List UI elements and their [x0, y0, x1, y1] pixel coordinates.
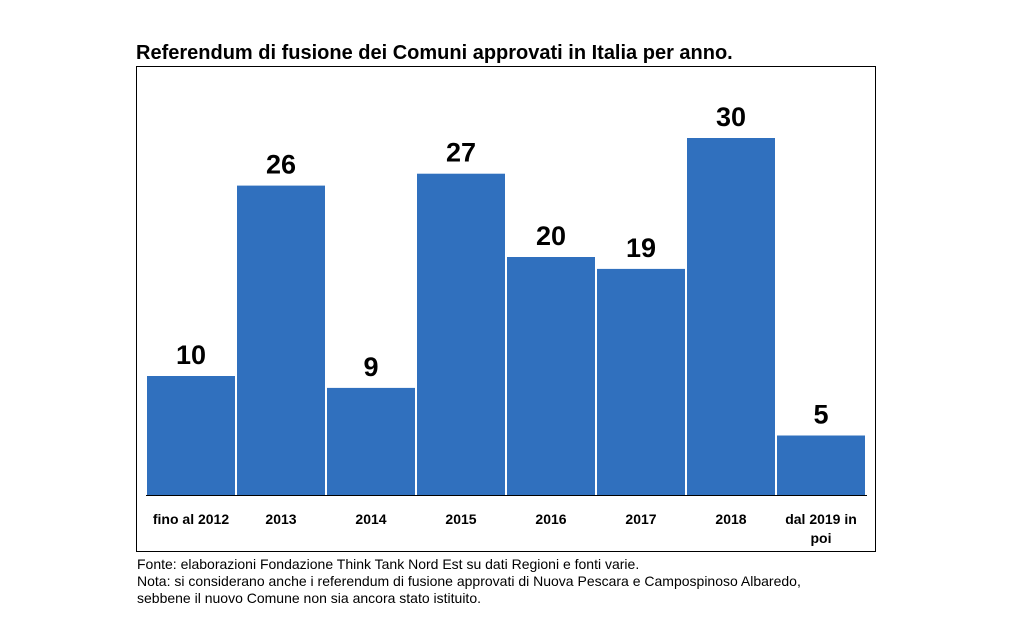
data-label-7: 5	[813, 400, 828, 430]
footnotes: Fonte: elaborazioni Fondazione Think Tan…	[137, 556, 801, 607]
bar-6	[687, 138, 775, 495]
data-label-3: 27	[446, 138, 476, 168]
bar-2	[327, 387, 415, 495]
bar-0	[147, 376, 235, 495]
data-label-0: 10	[176, 340, 206, 370]
bar-5	[597, 268, 685, 495]
category-label-6: 2018	[715, 511, 746, 527]
note-line-1: Nota: si considerano anche i referendum …	[137, 573, 801, 589]
bar-7	[777, 435, 865, 495]
category-label-1: 2013	[265, 511, 296, 527]
data-label-2: 9	[363, 352, 378, 382]
note-line-2: sebbene il nuovo Comune non sia ancora s…	[137, 590, 481, 606]
category-label-3: 2015	[445, 511, 476, 527]
data-label-1: 26	[266, 150, 296, 180]
data-label-6: 30	[716, 102, 746, 132]
bar-3	[417, 173, 505, 495]
data-label-5: 19	[626, 233, 656, 263]
category-label-0: fino al 2012	[153, 511, 229, 527]
category-label-7: dal 2019 in poi	[785, 511, 857, 546]
category-label-4: 2016	[535, 511, 566, 527]
chart-title: Referendum di fusione dei Comuni approva…	[136, 42, 733, 64]
bar-1	[237, 185, 325, 495]
bar-4	[507, 257, 595, 495]
category-label-2: 2014	[355, 511, 386, 527]
data-label-4: 20	[536, 221, 566, 251]
category-label-5: 2017	[625, 511, 656, 527]
chart-frame	[136, 66, 876, 552]
source-note: Fonte: elaborazioni Fondazione Think Tan…	[137, 556, 640, 572]
